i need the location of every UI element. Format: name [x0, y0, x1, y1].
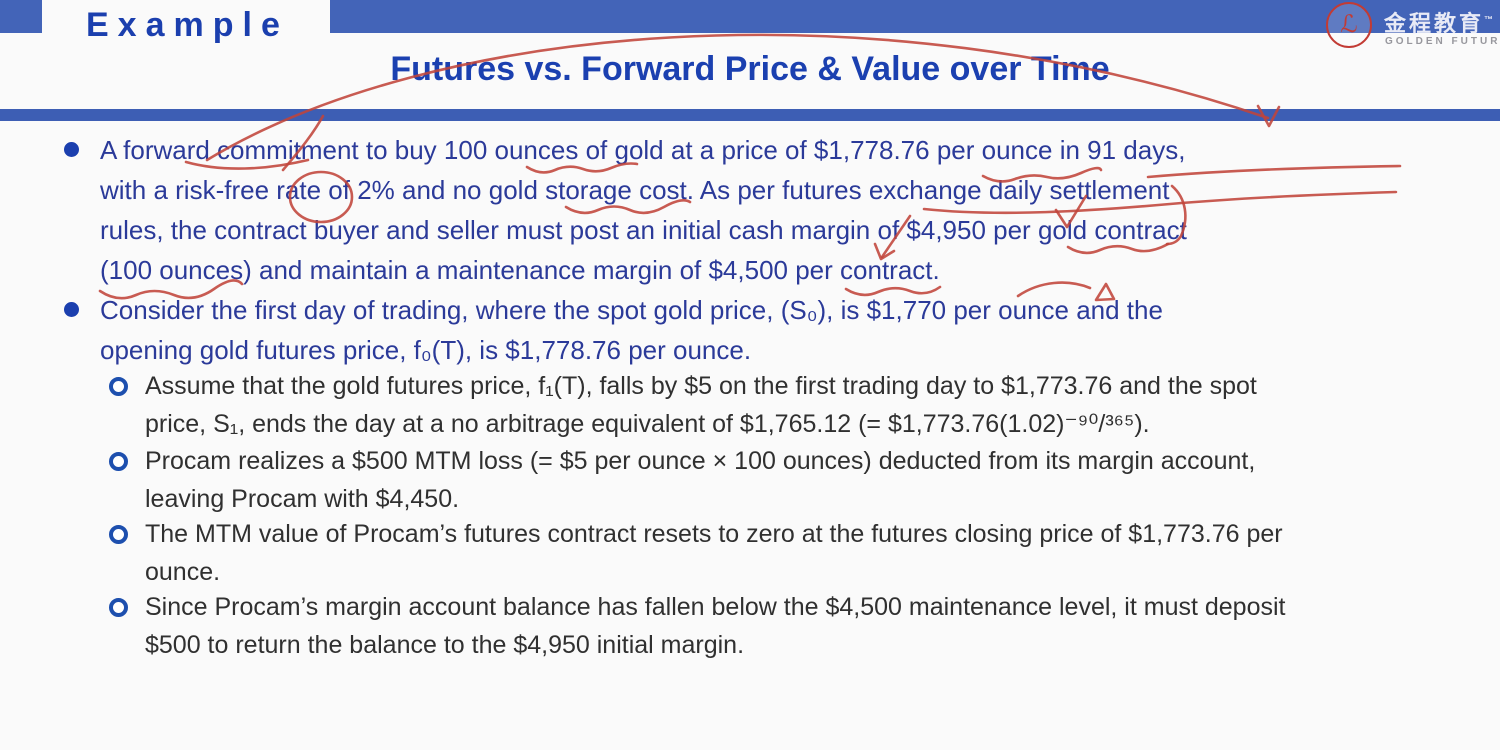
- page-title: Futures vs. Forward Price & Value over T…: [390, 50, 1110, 88]
- text-line: ounce.: [145, 558, 221, 586]
- text-line: The MTM value of Procam’s futures contra…: [145, 520, 1283, 548]
- text-line: Consider the first day of trading, where…: [100, 295, 1163, 325]
- hollow-bullet-icon: [109, 377, 128, 396]
- seal-glyph: ℒ: [1340, 11, 1358, 38]
- text-line: price, S₁, ends the day at a no arbitrag…: [145, 410, 1150, 438]
- text-line: rules, the contract buyer and seller mus…: [100, 215, 1187, 245]
- bullet-forward-commitment: A forward commitment to buy 100 ounces o…: [64, 130, 1187, 290]
- logo-en-text: GOLDEN FUTURE: [1385, 36, 1500, 47]
- logo: ℒ 金程教育™ GOLDEN FUTURE: [1326, 2, 1500, 50]
- text-line: Procam realizes a $500 MTM loss (= $5 pe…: [145, 447, 1256, 475]
- text-line: Assume that the gold futures price, f₁(T…: [145, 372, 1257, 400]
- logo-cn: 金程教育: [1384, 11, 1485, 36]
- logo-cn-text: 金程教育™: [1384, 6, 1496, 38]
- bullet-icon: [64, 302, 79, 317]
- example-label: Example: [86, 6, 289, 44]
- bullet-first-day-trading: Consider the first day of trading, where…: [64, 290, 1163, 370]
- text-line: leaving Procam with $4,450.: [145, 485, 460, 513]
- subbullet-margin-deposit: Since Procam’s margin account balance ha…: [109, 588, 1286, 664]
- hollow-bullet-icon: [109, 452, 128, 471]
- text-line: Since Procam’s margin account balance ha…: [145, 593, 1286, 621]
- text-line: (100 ounces) and maintain a maintenance …: [100, 255, 940, 285]
- title-divider: [0, 109, 1500, 121]
- text-line: A forward commitment to buy 100 ounces o…: [100, 135, 1186, 165]
- subbullet-mtm-loss: Procam realizes a $500 MTM loss (= $5 pe…: [109, 442, 1256, 518]
- text-line: $500 to return the balance to the $4,950…: [145, 631, 745, 659]
- trademark-mark: ™: [1484, 14, 1497, 25]
- hollow-bullet-icon: [109, 598, 128, 617]
- hollow-bullet-icon: [109, 525, 128, 544]
- seal-icon: ℒ: [1326, 2, 1372, 48]
- subbullet-futures-price-falls: Assume that the gold futures price, f₁(T…: [109, 367, 1257, 443]
- top-band-gap: [42, 0, 330, 33]
- subbullet-mtm-resets: The MTM value of Procam’s futures contra…: [109, 515, 1283, 591]
- bullet-icon: [64, 142, 79, 157]
- text-line: with a risk-free rate of 2% and no gold …: [100, 175, 1170, 205]
- text-line: opening gold futures price, f₀(T), is $1…: [100, 335, 752, 365]
